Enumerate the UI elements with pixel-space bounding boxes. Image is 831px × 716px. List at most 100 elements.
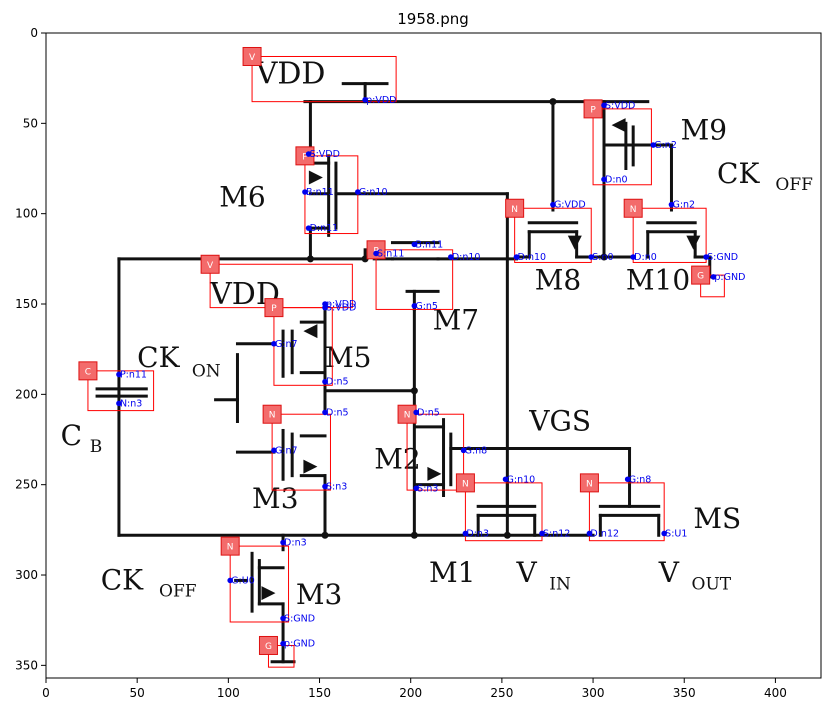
component-box-V-top [251,55,397,103]
transistor-arrow [567,235,582,250]
pin-dot [710,274,717,280]
x-tick-label: 250 [490,686,513,700]
component-type-label: N [269,411,276,421]
schematic-label-ckon-main: CK [137,341,180,374]
x-tick-label: 50 [130,686,145,700]
pin-dot [586,530,593,537]
junction-dot [503,531,511,539]
component-type-label: N [227,543,234,553]
pin-label: S:VDD [605,100,635,111]
component-type-label: N [404,411,411,421]
schematic-label-m7: M7 [433,303,479,336]
pin-dot [116,400,122,407]
schematic-label-m1: M1 [429,556,475,589]
component-badge [220,536,240,556]
pin-label: G:n10 [359,187,388,198]
junction-dot [410,387,418,395]
pin-dot [302,189,308,195]
x-tick-label: 400 [764,686,787,700]
pin-label: S:n3 [417,483,438,494]
pin-dot [280,539,286,546]
component-box-N-m10 [632,207,707,263]
pin-dot [502,476,509,483]
pin-dot [668,201,675,208]
pin-label: N:n3 [120,398,142,409]
schematic-label-ckon-sub: ON [192,361,221,381]
component-badge [258,635,278,655]
pin-label: G:n5 [415,301,438,312]
pin-label: S:n3 [326,481,347,492]
component-type-label: G [697,272,704,282]
schematic-label-vgs: VGS [528,404,591,437]
schematic-label-vin-main: V [515,556,537,589]
component-badge [262,404,282,424]
component-type-label: P [271,304,277,314]
junction-dot [600,253,608,261]
pin-dot [413,485,419,492]
pin-label: D:n12 [590,528,619,539]
schematic-label-m8: M8 [535,264,581,297]
pin-dot [630,254,636,260]
pin-dot [661,530,667,537]
plot-frame [45,32,822,679]
pin-label: S:GND [284,613,315,624]
junction-dot [549,98,557,106]
pin-label: D:n3 [284,537,307,548]
pin-label: p:GND [714,272,745,283]
pin-dot [624,476,631,483]
schematic-label-ckoff-right-main: CK [717,157,760,190]
pin-label: D:n3 [466,528,489,539]
pin-dot [539,530,545,537]
component-type-label: V [207,261,214,271]
pin-label: p:VDD [366,95,396,106]
component-badge [579,473,599,493]
component-type-label: N [586,479,593,489]
component-box-C-cb [87,370,155,412]
pin-dot [322,304,328,311]
pin-dot [513,254,520,260]
pin-label: D:n0 [605,174,628,185]
x-tick-label: 150 [308,686,331,700]
component-type-label: N [511,205,518,215]
y-tick-label: 150 [15,297,38,311]
pin-dot [650,142,657,148]
pin-label: S:VDD [326,303,356,314]
component-box-N-m3b [229,545,290,623]
y-tick-label: 250 [15,478,38,492]
y-tick-label: 100 [15,207,38,221]
transistor-arrow [427,466,442,481]
schematic-label-ckoff-right-sub: OFF [775,175,813,195]
pin-label: p:VDD [326,299,356,310]
pin-label: B:n11 [306,187,334,198]
component-type-label: G [265,642,272,652]
transistor-arrow [303,459,318,474]
schematic-label-cb-main: C [61,419,82,452]
schematic-label-ms: MS [693,502,741,535]
pin-label: S:U1 [665,528,687,539]
x-tick-label: 300 [582,686,605,700]
component-badge [455,473,475,493]
junction-dot [410,531,418,539]
pin-label: P:n11 [120,369,147,380]
x-tick-label: 100 [217,686,240,700]
component-badge [623,198,643,218]
pin-dot [305,225,312,231]
x-tick-label: 200 [399,686,422,700]
pin-dot [411,303,418,309]
schematic-label-vdd-top: VDD [255,57,326,92]
pin-label: S:n12 [543,528,570,539]
pin-label: G:n8 [465,445,488,456]
pin-dot [322,483,328,490]
pin-label: S:n11 [377,248,404,259]
pin-label: D:n5 [417,407,440,418]
schematic-label-ckoff-left-sub: OFF [159,582,197,602]
component-boxes: VPPNNGPVPCNNNNNG [78,46,725,668]
y-tick-label: 0 [30,26,38,40]
pin-label: G:n2 [672,200,695,211]
x-tick-label: 350 [673,686,696,700]
component-badge [264,298,284,318]
component-type-label: N [462,479,469,489]
y-tick-label: 50 [23,116,38,130]
